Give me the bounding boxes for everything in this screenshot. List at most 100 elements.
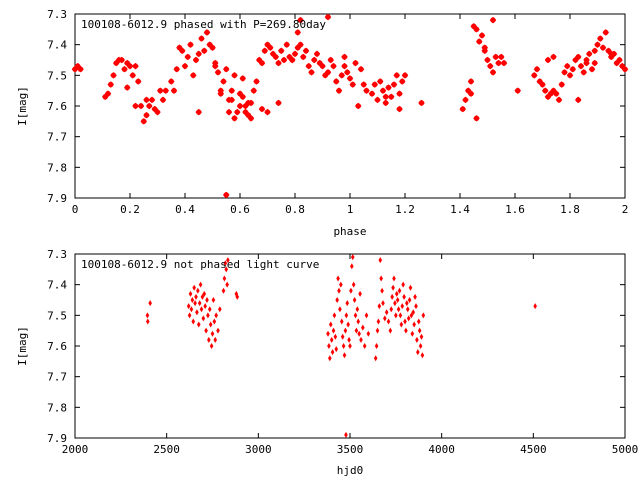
unphased-xtick-label: 2000 <box>62 443 89 456</box>
unphased-plot-title: 100108-6012.9 not phased light curve <box>81 258 319 271</box>
phased-xtick-label: 1.2 <box>395 203 415 216</box>
phased-data-point <box>291 50 299 58</box>
unphased-data-point <box>199 306 204 313</box>
phased-data-point <box>371 81 378 88</box>
phased-data-point <box>377 78 384 85</box>
phased-data-point <box>275 99 282 107</box>
unphased-data-point <box>194 293 198 300</box>
unphased-data-point <box>207 336 211 343</box>
phased-xtick-label: 0 <box>72 203 79 216</box>
unphased-data-point <box>378 257 383 264</box>
phased-data-point <box>239 93 246 100</box>
unphased-plot: 2000 2500 3000 3500 4000 4500 5000 7.3 7.4 7.5 7.6… <box>16 248 638 477</box>
phased-data-point <box>311 56 318 64</box>
unphased-ytick-label: 7.9 <box>47 432 67 445</box>
phased-data-point <box>118 56 125 64</box>
phased-data-point <box>399 78 406 85</box>
unphased-data-point <box>338 306 342 313</box>
unphased-data-point <box>333 333 338 340</box>
unphased-data-point <box>332 312 337 319</box>
phased-data-point <box>132 62 139 70</box>
phased-data-point <box>341 62 348 70</box>
phased-data-point <box>382 93 389 100</box>
unphased-data-point <box>339 318 344 325</box>
phased-ytick-label: 7.9 <box>47 192 67 205</box>
unphased-xtick-label: 3500 <box>337 443 364 456</box>
unphased-data-point <box>218 306 222 313</box>
phased-data-point <box>621 66 629 73</box>
phased-data-point <box>195 108 202 116</box>
unphased-data-point <box>188 290 193 297</box>
phased-data-point <box>473 115 480 122</box>
phased-data-point <box>555 96 563 104</box>
phased-data-point <box>234 108 241 116</box>
phased-data-point <box>231 115 238 122</box>
unphased-data-point <box>416 349 420 356</box>
unphased-data-point <box>216 327 220 334</box>
unphased-xtick-label: 2500 <box>153 443 180 456</box>
phased-data-point <box>544 56 552 64</box>
phased-data-point <box>599 44 607 51</box>
unphased-data-point <box>400 303 405 310</box>
phased-data-point <box>220 78 227 85</box>
phased-data-point <box>168 78 175 85</box>
phased-data-point <box>201 47 208 54</box>
phased-data-point <box>104 90 112 97</box>
unphased-data-point <box>384 309 389 316</box>
unphased-data-point <box>351 281 356 288</box>
unphased-data-point <box>350 263 354 270</box>
phased-data-point <box>616 56 623 64</box>
phased-data-point <box>476 38 483 45</box>
unphased-data-point <box>202 290 207 297</box>
unphased-data-point <box>213 336 218 343</box>
unphased-data-point <box>415 336 419 343</box>
phased-data-point <box>294 29 301 36</box>
unphased-xtick-label: 4500 <box>520 443 547 456</box>
phased-data-point <box>124 84 131 91</box>
phased-data-point <box>195 50 202 58</box>
phased-data-point <box>550 53 557 61</box>
phased-data-point <box>283 41 290 48</box>
unphased-data-point <box>336 275 340 282</box>
unphased-data-point <box>399 321 404 328</box>
phased-data-point <box>594 41 601 48</box>
phased-data-point <box>228 96 235 104</box>
phased-data-point <box>575 53 582 61</box>
phased-data-point <box>209 44 216 51</box>
unphased-data-point <box>331 327 336 334</box>
unphased-data-point <box>223 260 228 267</box>
phased-data-point <box>319 62 326 70</box>
unphased-data-point <box>408 284 413 291</box>
unphased-data-point <box>403 318 407 325</box>
phased-data-point <box>313 50 321 58</box>
phased-data-point <box>253 78 260 85</box>
phased-data-point <box>484 56 491 64</box>
phased-xtick-label: 0.6 <box>230 203 250 216</box>
unphased-data-point <box>235 293 240 300</box>
phased-data-point <box>190 72 197 79</box>
unphased-data-point <box>393 300 397 307</box>
unphased-plot-ticks: 2000 2500 3000 3500 4000 4500 5000 7.3 7.4 7.5 7.6… <box>47 248 638 456</box>
unphased-data-point <box>383 315 387 322</box>
phased-data-point <box>250 87 257 94</box>
unphased-data-point <box>344 312 349 319</box>
unphased-data-point <box>357 330 361 337</box>
unphased-data-point <box>346 321 350 328</box>
phased-data-point <box>280 56 288 64</box>
unphased-xtick-label: 5000 <box>612 443 639 456</box>
phased-xtick-label: 0.4 <box>175 203 195 216</box>
unphased-data-point <box>204 327 208 334</box>
phased-data-point <box>393 72 400 79</box>
unphased-data-point <box>344 431 348 438</box>
unphased-ytick-label: 7.3 <box>47 248 67 261</box>
unphased-data-point <box>374 343 379 349</box>
unphased-data-point <box>326 330 330 337</box>
phased-data-point <box>239 75 246 82</box>
phased-data-point <box>157 87 164 94</box>
phased-data-point <box>418 99 425 107</box>
phased-data-point <box>566 72 574 79</box>
phased-data-point <box>492 53 499 61</box>
unphased-data-point <box>203 303 207 310</box>
